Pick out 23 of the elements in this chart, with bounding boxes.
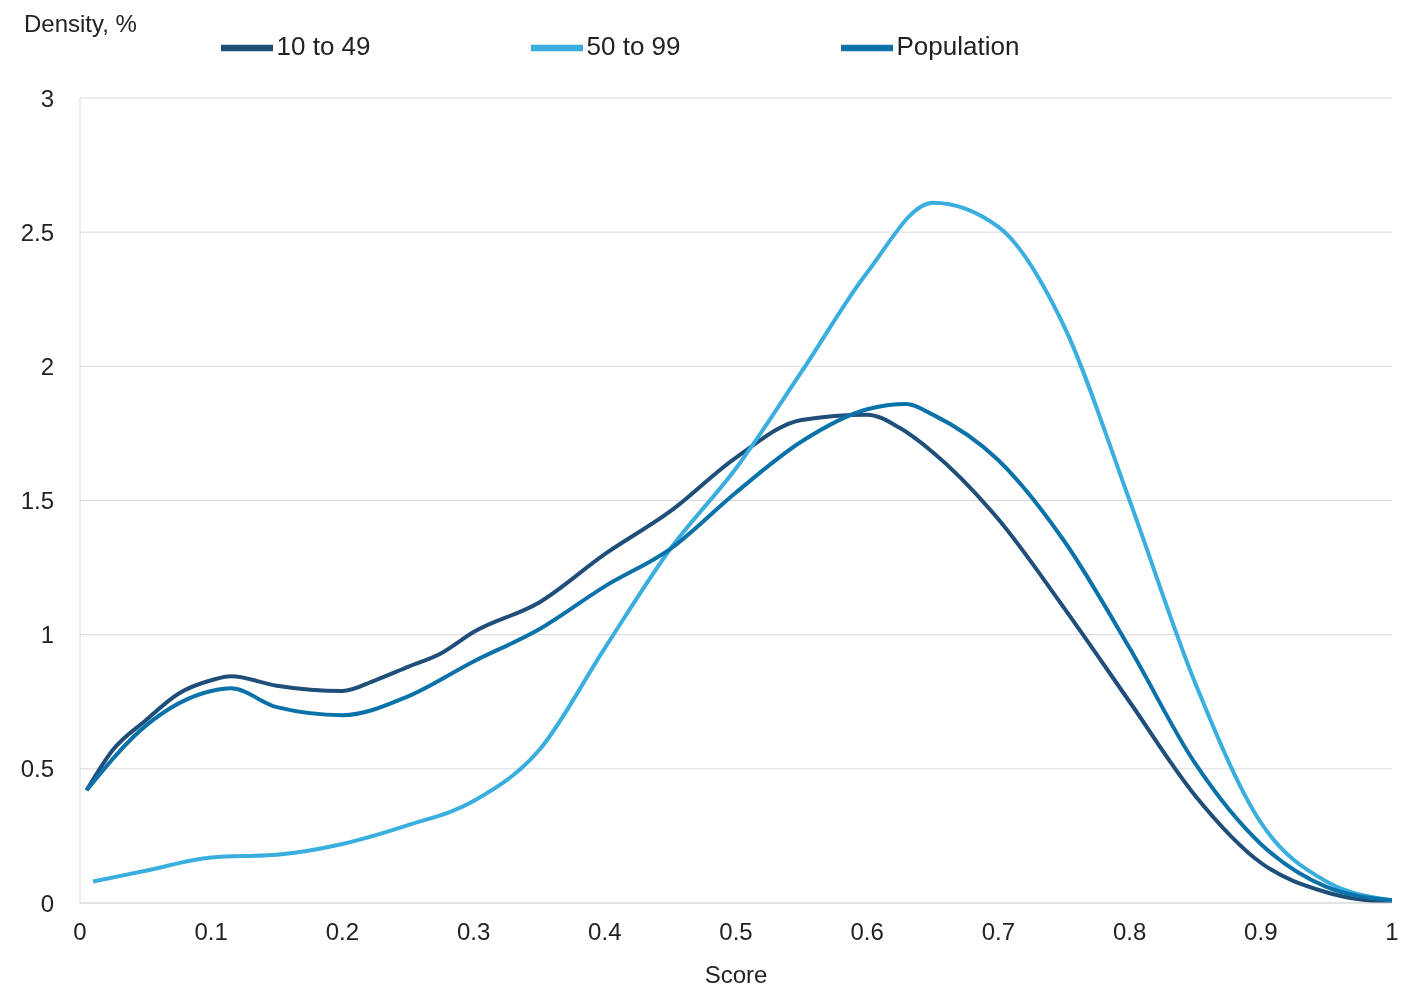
- y-tick-label: 1: [40, 621, 54, 649]
- x-tick-label: 0.3: [456, 918, 491, 946]
- x-tick-label: 0.7: [981, 918, 1016, 946]
- x-tick-label: 0.4: [588, 918, 622, 946]
- y-tick-label: 0: [40, 889, 54, 917]
- x-tick-label: 0.2: [325, 918, 360, 946]
- y-tick-label: 2: [40, 352, 54, 380]
- x-tick-label: 0.9: [1244, 918, 1278, 946]
- x-tick-label: 0.6: [850, 918, 884, 946]
- x-tick-label: 1: [1385, 918, 1399, 946]
- y-tick-label: 2.5: [20, 218, 54, 246]
- x-tick-label: 0.5: [719, 918, 753, 946]
- legend-label: 10 to 49: [276, 30, 371, 61]
- x-axis-title: Score: [704, 961, 768, 988]
- y-tick-label: 3: [40, 84, 54, 112]
- y-tick-label: 1.5: [20, 487, 54, 515]
- legend-label: 50 to 99: [586, 30, 681, 61]
- y-tick-label: 0.5: [20, 755, 54, 783]
- x-tick-label: 0: [73, 918, 87, 946]
- x-tick-label: 0.8: [1112, 918, 1147, 946]
- legend-label: Population: [896, 30, 1020, 61]
- y-axis-title: Density, %: [24, 10, 137, 38]
- x-tick-label: 0.1: [194, 918, 228, 946]
